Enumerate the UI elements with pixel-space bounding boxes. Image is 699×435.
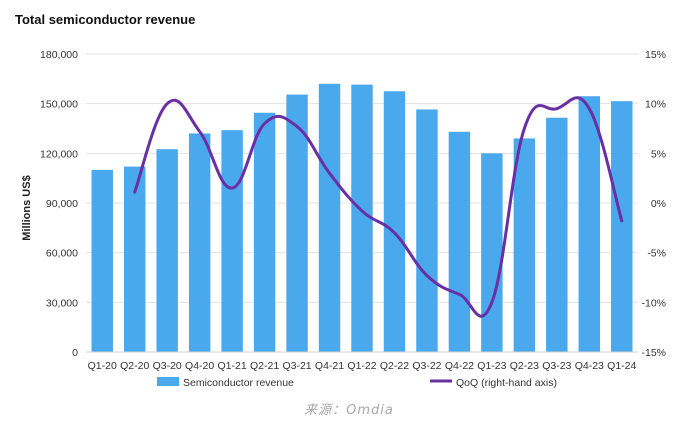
bar-Q2-22 bbox=[383, 91, 406, 352]
x-tick-label: Q2-20 bbox=[120, 360, 149, 372]
bar-Q3-22 bbox=[416, 109, 438, 352]
legend: Semiconductor revenue QoQ (right-hand ax… bbox=[157, 377, 557, 389]
x-tick-label: Q1-23 bbox=[477, 360, 506, 372]
bar-Q3-23 bbox=[546, 117, 568, 352]
qoq-line bbox=[133, 96, 624, 318]
y-tick-label: 150,000 bbox=[40, 99, 78, 111]
x-tick-label: Q2-22 bbox=[380, 360, 409, 372]
bar-Q4-20 bbox=[188, 133, 211, 352]
source-label: 来源：Omdia bbox=[304, 403, 394, 418]
x-tick-label: Q1-21 bbox=[218, 360, 247, 372]
bar-Q2-20 bbox=[123, 166, 146, 352]
x-tick-label: Q1-20 bbox=[88, 360, 117, 372]
legend-swatch-bar bbox=[157, 377, 179, 386]
x-tick-label: Q4-22 bbox=[445, 360, 474, 372]
x-tick-label: Q1-24 bbox=[607, 360, 636, 372]
y2-tick-label: -5% bbox=[647, 248, 666, 260]
y2-tick-label: 10% bbox=[645, 99, 666, 111]
chart-title: Total semiconductor revenue bbox=[15, 12, 196, 27]
y2-tick-label: 5% bbox=[651, 148, 666, 160]
y2-tick-label: 0% bbox=[651, 198, 666, 210]
bar-Q4-23 bbox=[578, 96, 601, 352]
y2-tick-label: 15% bbox=[645, 49, 666, 61]
x-tick-label: Q4-20 bbox=[185, 360, 214, 372]
right-axis-ticks: -15% -10% -5% 0% 5% 10% 15% bbox=[641, 49, 666, 359]
legend-label-bar: Semiconductor revenue bbox=[183, 377, 294, 389]
legend-label-line: QoQ (right-hand axis) bbox=[456, 377, 557, 389]
bar-Q2-23 bbox=[513, 138, 536, 352]
bar-Q1-24 bbox=[611, 101, 633, 352]
x-tick-label: Q2-23 bbox=[510, 360, 539, 372]
bar-Q1-21 bbox=[221, 130, 243, 352]
bar-Q1-23 bbox=[481, 153, 503, 352]
y-tick-label: 30,000 bbox=[46, 297, 78, 309]
bar-Q2-21 bbox=[253, 112, 276, 353]
y-tick-label: 60,000 bbox=[46, 248, 78, 260]
x-tick-label: Q1-22 bbox=[347, 360, 376, 372]
x-tick-label: Q3-23 bbox=[542, 360, 571, 372]
x-tick-label: Q4-23 bbox=[575, 360, 604, 372]
x-tick-label: Q3-22 bbox=[412, 360, 441, 372]
x-axis-ticks: Q1-20 Q2-20 Q3-20 Q4-20 Q1-21 Q2-21 Q3-21 Q4-21… bbox=[88, 360, 637, 372]
x-tick-label: Q3-21 bbox=[282, 360, 311, 372]
y2-tick-label: -15% bbox=[641, 347, 666, 359]
y-tick-label: 120,000 bbox=[40, 148, 78, 160]
y-tick-label: 0 bbox=[72, 347, 78, 359]
y-tick-label: 180,000 bbox=[40, 49, 78, 61]
y-tick-label: 90,000 bbox=[46, 198, 78, 210]
bar-Q4-21 bbox=[318, 83, 341, 353]
y-axis-label: Millions US$ bbox=[21, 175, 33, 240]
bar-series bbox=[91, 83, 633, 353]
bar-Q4-22 bbox=[448, 131, 471, 352]
x-tick-label: Q3-20 bbox=[153, 360, 182, 372]
left-axis-ticks: 0 30,000 60,000 90,000 120,000 150,000 180,000 bbox=[40, 49, 78, 359]
bar-Q1-20 bbox=[91, 169, 113, 352]
bar-Q1-22 bbox=[351, 84, 373, 352]
x-tick-label: Q4-21 bbox=[315, 360, 344, 372]
y2-tick-label: -10% bbox=[641, 297, 666, 309]
x-tick-label: Q2-21 bbox=[250, 360, 279, 372]
bar-Q3-20 bbox=[156, 149, 178, 352]
bar-Q3-21 bbox=[286, 94, 308, 353]
